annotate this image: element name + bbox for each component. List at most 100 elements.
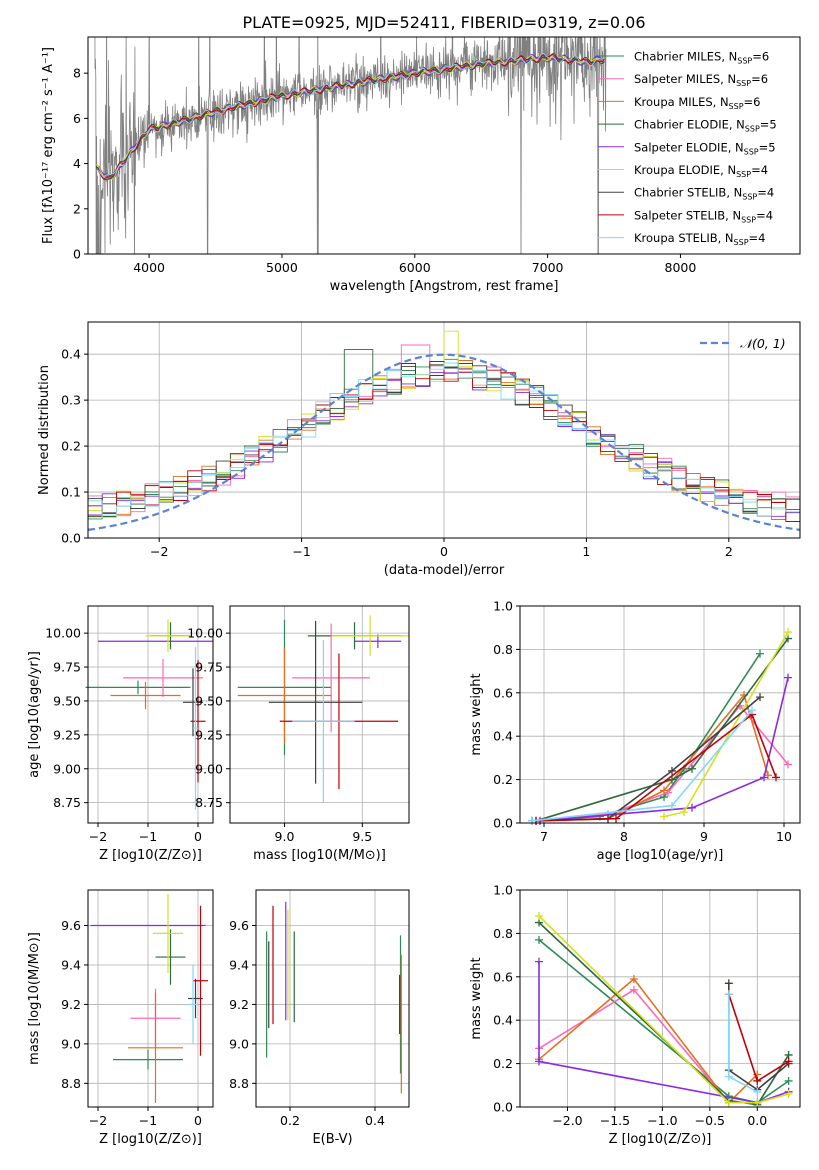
age_vs_z-panel: −2 −1 0 8.75 9.00 9.25 9.50 9.75 10.00 Z [log10(Z… <box>27 605 214 863</box>
x-tick-label: 7 <box>540 829 548 844</box>
y-tick-label: 0.4 <box>493 729 513 744</box>
y-axis-label: Normed distribution <box>37 365 52 495</box>
legend-entry: Kroupa STELIB, NSSP=4 <box>634 231 765 247</box>
y-tick-label: 1.0 <box>493 883 513 898</box>
weight-marker <box>784 628 792 637</box>
weight-marker <box>688 803 696 812</box>
y-axis-label: mass weight <box>469 673 484 755</box>
x-tick-label: −1 <box>139 829 157 844</box>
y-tick-label: 0.2 <box>493 1056 513 1071</box>
y-tick-label: 10.00 <box>187 626 223 641</box>
weight-line-1 <box>535 704 789 822</box>
y-tick-label: 9.50 <box>53 693 81 708</box>
model-spectrum-4 <box>95 54 605 180</box>
weight-marker <box>534 912 543 921</box>
y-tick-label: 9.00 <box>53 761 81 776</box>
x-tick-label: 10 <box>776 829 792 844</box>
y-tick-label: 9.2 <box>229 997 249 1012</box>
weight_vs_z-panel: −2.0 −1.5 −1.0 −0.5 0.0 0.0 0.2 0.4 0.6 0.8 1.0 Z [… <box>469 883 801 1147</box>
observed-spectrum <box>94 37 607 254</box>
y-axis-label: age [log10(age/yr)] <box>27 651 42 778</box>
y-tick-label: 9.4 <box>229 957 249 972</box>
y-tick-label: 9.6 <box>229 918 249 933</box>
weight-marker <box>756 693 764 702</box>
weight-marker <box>534 1057 543 1066</box>
weight-marker <box>760 773 768 782</box>
weight-marker <box>660 812 668 821</box>
weight-line-3 <box>535 638 789 822</box>
x-axis-label: (data-model)/error <box>384 563 505 578</box>
plot-frame <box>519 605 801 824</box>
weight-marker <box>724 1072 733 1081</box>
x-axis-label: mass [log10(M/M⊙)] <box>253 848 386 863</box>
weight-marker <box>753 1076 762 1085</box>
weight-marker <box>680 808 688 817</box>
weight-marker <box>753 1087 762 1096</box>
weight-marker <box>534 957 543 966</box>
figure-title: PLATE=0925, MJD=52411, FIBERID=0319, z=0… <box>242 13 645 32</box>
x-tick-label: 9.5 <box>352 829 372 844</box>
x-tick-label: 7000 <box>532 260 564 275</box>
x-tick-label: 8000 <box>665 260 697 275</box>
x-axis-label: age [log10(age/yr)] <box>597 848 724 863</box>
plot-frame <box>87 605 214 824</box>
x-tick-label: 5000 <box>266 260 298 275</box>
model-spectrum-7 <box>95 54 605 180</box>
y-tick-label: 9.75 <box>53 660 81 675</box>
x-tick-label: −0.5 <box>695 1113 725 1128</box>
y-tick-label: 4 <box>73 156 81 171</box>
x-axis-label: Z [log10(Z/Z⊙)] <box>609 1132 712 1147</box>
y-tick-label: 9.0 <box>229 1036 249 1051</box>
y-tick-label: 9.4 <box>61 957 81 972</box>
spectrum-panel: 4000 5000 6000 7000 8000 0 2 4 6 8 wavelength [Ang… <box>41 36 801 294</box>
y-tick-label: 0.6 <box>493 969 513 984</box>
weight-line-0 <box>538 939 790 1104</box>
x-tick-label: −2 <box>89 829 107 844</box>
plot-frame <box>255 889 410 1108</box>
y-tick-label: 0.2 <box>493 772 513 787</box>
model-spectrum-8 <box>95 53 605 177</box>
weight-marker <box>688 764 696 773</box>
weight-marker <box>528 816 536 825</box>
y-tick-label: 9.75 <box>195 660 223 675</box>
x-axis-label: wavelength [Angstrom, rest frame] <box>330 279 559 294</box>
legend-entry: Kroupa MILES, NSSP=6 <box>634 95 760 111</box>
weight-marker <box>724 990 733 999</box>
x-tick-label: 0.2 <box>280 1113 300 1128</box>
weight-line-3 <box>538 921 790 1106</box>
legend-entry: Salpeter STELIB, NSSP=4 <box>634 208 773 224</box>
weight-marker <box>668 775 676 784</box>
x-tick-label: −1 <box>292 544 310 559</box>
x-axis-label: Z [log10(Z/Z⊙)] <box>99 1132 202 1147</box>
weight-marker <box>784 1089 793 1098</box>
y-tick-label: 0.0 <box>493 816 513 831</box>
weight-line-7 <box>535 713 777 822</box>
residual-histogram-5 <box>88 330 800 518</box>
x-tick-label: −1 <box>139 1113 157 1128</box>
y-tick-label: 9.00 <box>195 761 223 776</box>
weight-marker <box>784 1076 793 1085</box>
x-tick-label: 6000 <box>399 260 431 275</box>
weight-marker <box>753 1098 762 1107</box>
x-tick-label: 9.0 <box>275 829 295 844</box>
legend-entry: Salpeter MILES, NSSP=6 <box>634 72 768 88</box>
weight-marker <box>748 706 756 715</box>
y-tick-label: 9.0 <box>61 1036 81 1051</box>
y-tick-label: 9.6 <box>61 918 81 933</box>
x-tick-label: 1 <box>582 544 590 559</box>
weight-line-5 <box>663 631 789 818</box>
weight-marker <box>784 1057 793 1066</box>
y-tick-label: 0.4 <box>493 1013 513 1028</box>
weight-marker <box>772 773 780 782</box>
residuals-panel: −2 −1 0 1 2 0.0 0.1 0.2 0.3 0.4 (data-model)/error… <box>37 321 801 578</box>
y-axis-label: mass [log10(M/M⊙)] <box>27 932 42 1065</box>
y-tick-label: 6 <box>73 111 81 126</box>
plot-frame <box>87 321 801 539</box>
weight-marker <box>629 985 638 994</box>
weight-marker <box>784 760 792 769</box>
weight-marker <box>724 979 733 988</box>
legend-entry: Chabrier STELIB, NSSP=4 <box>634 186 774 202</box>
y-tick-label: 0.3 <box>61 393 81 408</box>
y-tick-label: 9.25 <box>195 727 223 742</box>
residual-histogram-8 <box>88 362 800 517</box>
